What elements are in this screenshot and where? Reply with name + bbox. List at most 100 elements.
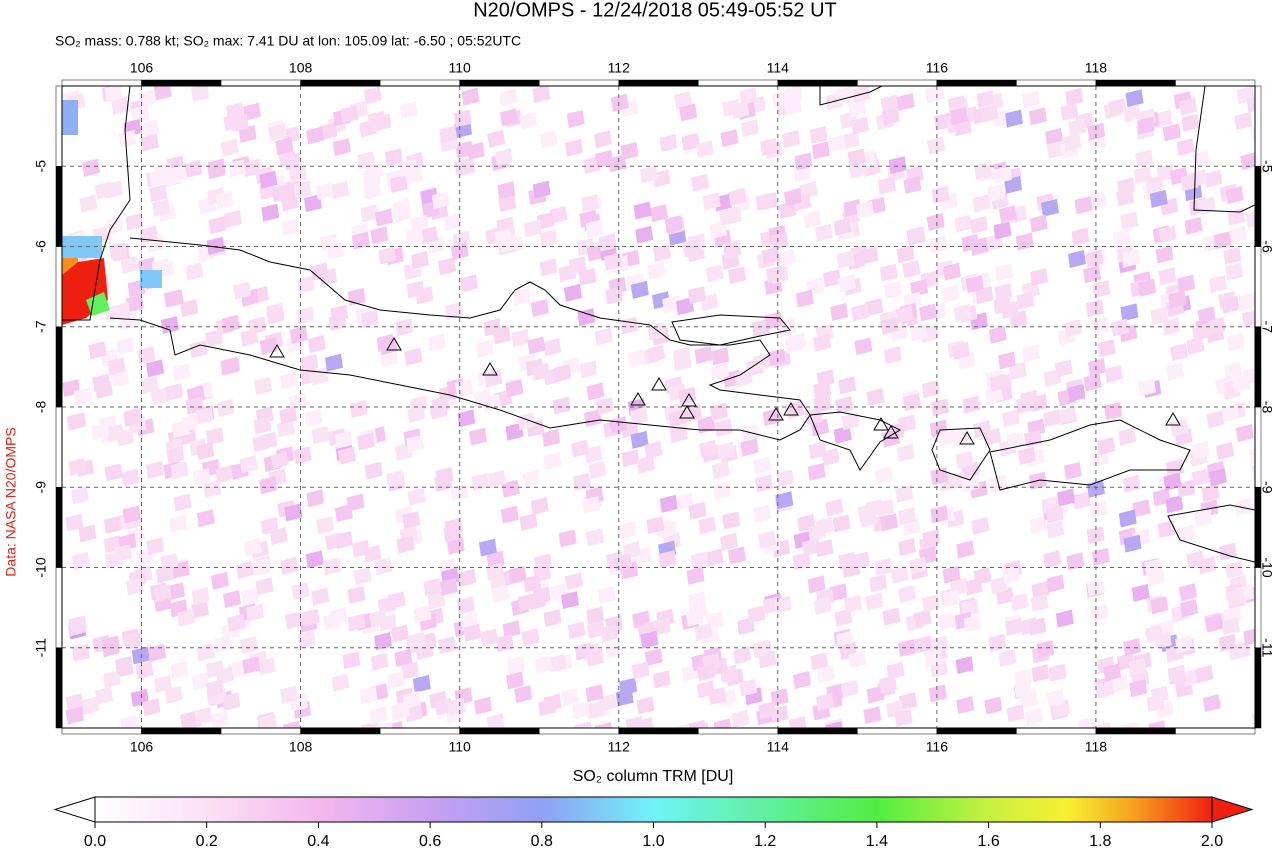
so2-cell [662, 295, 681, 314]
so2-cell [131, 105, 150, 124]
so2-cell [739, 678, 758, 697]
frame-segment [55, 85, 63, 167]
so2-cell [1040, 198, 1059, 217]
so2-cell [386, 470, 405, 489]
y-tick-label: -6 [33, 240, 49, 253]
so2-cell [444, 302, 463, 321]
so2-cell [1104, 364, 1123, 383]
so2-cell [177, 608, 196, 627]
so2-cell [469, 427, 488, 446]
so2-cell [478, 538, 497, 557]
so2-cell [297, 630, 316, 649]
so2-cell [931, 398, 950, 417]
so2-cell [1191, 468, 1210, 487]
so2-cell [1092, 280, 1111, 299]
so2-cell [866, 388, 885, 407]
so2-cell [1243, 628, 1255, 646]
so2-cell [1016, 291, 1035, 310]
so2-cell [1120, 722, 1138, 728]
so2-cell [843, 198, 862, 217]
so2-cell [1138, 278, 1157, 297]
so2-cell [81, 696, 100, 715]
so2-cell [165, 289, 184, 308]
so2-cell [456, 596, 475, 615]
so2-cell [566, 110, 585, 129]
so2-cell [407, 631, 426, 650]
so2-cell [1085, 299, 1104, 318]
so2-cell [838, 376, 857, 395]
so2-cell [325, 353, 344, 372]
so2-cell [446, 536, 465, 555]
so2-cell [995, 263, 1014, 282]
so2-cell [280, 685, 299, 704]
so2-cell [101, 635, 120, 654]
so2-cell [1015, 395, 1034, 414]
so2-cell [766, 265, 785, 284]
so2-cells [62, 86, 1255, 728]
so2-cell [205, 329, 224, 348]
frame-segment [61, 79, 142, 87]
so2-cell [674, 91, 693, 110]
so2-cell [102, 670, 121, 689]
so2-cell [166, 446, 185, 465]
so2-cell [563, 283, 582, 302]
so2-cell [206, 236, 225, 255]
so2-cell [1229, 225, 1248, 244]
so2-cell [553, 364, 572, 383]
so2-cell [1077, 717, 1096, 728]
so2-cell [584, 445, 603, 464]
so2-cell [880, 316, 899, 335]
colorbar-tick-label: 1.0 [642, 833, 664, 850]
so2-cell [220, 138, 239, 157]
so2-cell [698, 516, 717, 535]
so2-cell [809, 125, 828, 144]
coastline [1193, 86, 1255, 213]
so2-cell [532, 86, 551, 104]
frame-segment [777, 727, 858, 735]
so2-cell [691, 173, 710, 192]
so2-cell [949, 107, 968, 126]
so2-cell [185, 262, 204, 281]
so2-cell [865, 298, 884, 317]
so2-cell [1150, 596, 1169, 615]
so2-cell [236, 560, 255, 579]
so2-cell [695, 140, 714, 159]
so2-cell [1043, 409, 1062, 428]
so2-cell [734, 368, 753, 387]
so2-cell [778, 200, 797, 219]
so2-cell [196, 509, 215, 528]
frame-segment [936, 79, 1017, 87]
so2-cell [1030, 593, 1049, 612]
so2-cell [1170, 343, 1189, 362]
so2-cell [214, 634, 233, 653]
frame-segment [1254, 567, 1262, 648]
so2-cell [323, 557, 342, 576]
so2-cell [874, 557, 893, 576]
so2-cell [221, 356, 240, 375]
so2-cell [1177, 524, 1196, 543]
so2-cell [527, 336, 546, 355]
so2-cell [487, 470, 506, 489]
so2-cell [951, 341, 970, 360]
so2-cell [340, 105, 359, 124]
so2-cell [962, 395, 981, 414]
so2-cell [536, 211, 555, 230]
so2-cell [164, 685, 183, 704]
coastline [809, 411, 902, 471]
so2-cell [1235, 424, 1254, 443]
so2-cell [583, 409, 602, 428]
so2-cell [1074, 196, 1093, 215]
so2-cell [903, 393, 922, 412]
so2-cell [1029, 515, 1048, 534]
so2-cell [164, 168, 183, 187]
so2-cell [816, 692, 835, 711]
so2-cell [937, 612, 956, 631]
so2-cell [980, 104, 999, 123]
so2-cell [498, 194, 517, 213]
x-tick-label: 116 [926, 739, 949, 755]
frame-segment [1254, 166, 1262, 247]
so2-cell [879, 675, 898, 694]
so2-cell [253, 376, 272, 395]
so2-cell [1004, 109, 1023, 128]
so2-cell [784, 335, 803, 354]
